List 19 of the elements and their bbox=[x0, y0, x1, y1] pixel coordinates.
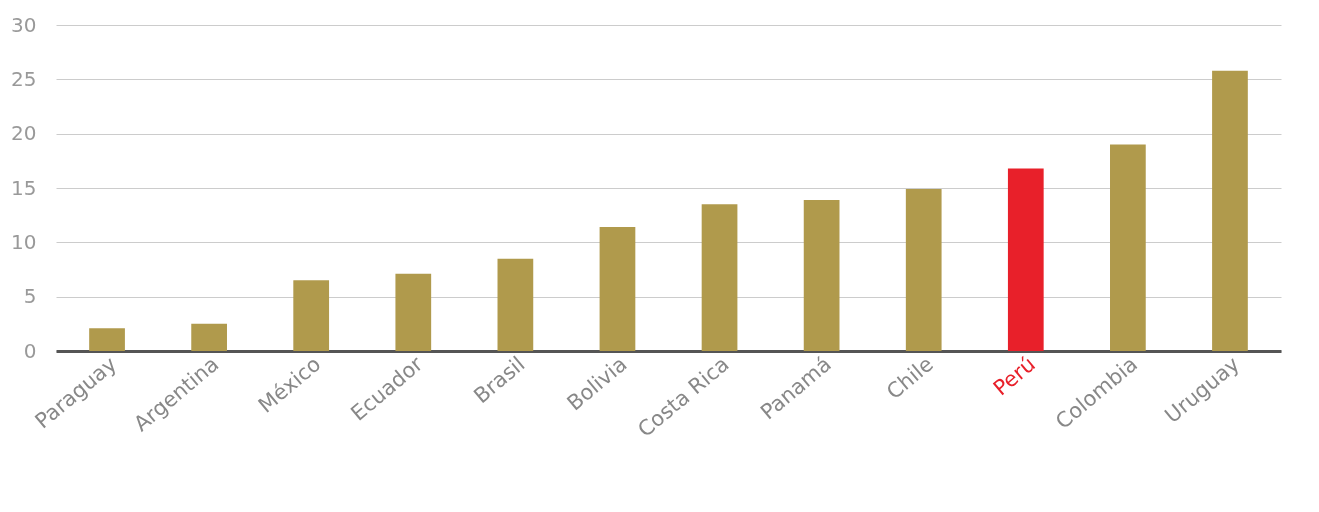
bar bbox=[395, 273, 432, 351]
bar bbox=[293, 280, 330, 351]
bar bbox=[599, 227, 636, 351]
y-tick-label: 15 bbox=[11, 175, 37, 200]
bar bbox=[1110, 144, 1146, 351]
y-tick-label: 30 bbox=[11, 12, 37, 37]
bar bbox=[497, 258, 534, 351]
y-tick-label: 0 bbox=[23, 338, 37, 363]
bar bbox=[191, 323, 227, 351]
bar bbox=[701, 204, 738, 351]
bar bbox=[1212, 70, 1248, 351]
y-tick-label: 20 bbox=[11, 121, 37, 146]
bar bbox=[89, 328, 125, 351]
y-tick-label: 10 bbox=[11, 229, 37, 254]
bar bbox=[803, 199, 840, 351]
bar bbox=[905, 189, 942, 351]
y-tick-label: 5 bbox=[23, 284, 37, 309]
y-tick-label: 25 bbox=[11, 66, 37, 91]
bar bbox=[1007, 168, 1044, 351]
